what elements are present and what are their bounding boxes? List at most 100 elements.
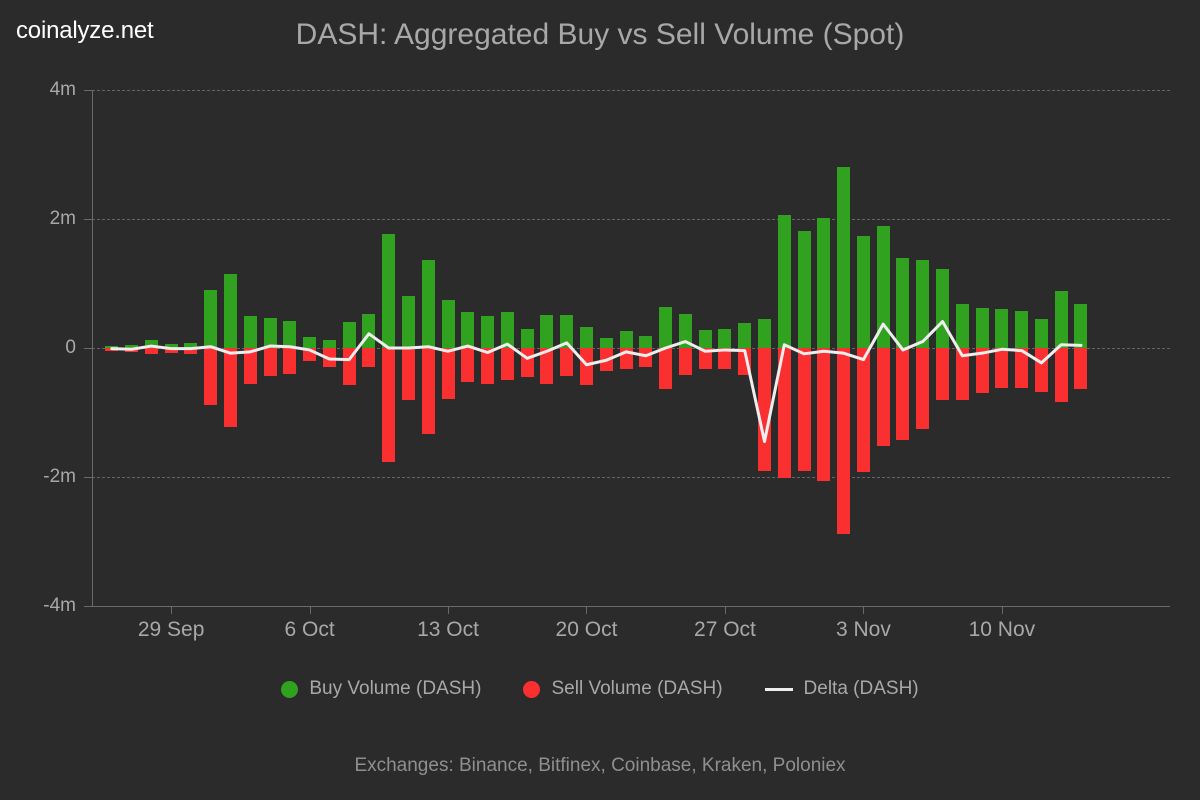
buy-volume-bar[interactable]	[1034, 318, 1048, 348]
buy-volume-bar[interactable]	[1074, 304, 1088, 348]
sell-volume-bar[interactable]	[659, 348, 673, 390]
plot-area[interactable]	[92, 90, 1170, 607]
sell-volume-bar[interactable]	[540, 348, 554, 385]
buy-volume-bar[interactable]	[362, 314, 376, 348]
buy-volume-bar[interactable]	[382, 234, 396, 348]
buy-volume-bar[interactable]	[955, 304, 969, 348]
buy-volume-bar[interactable]	[1015, 310, 1029, 348]
buy-volume-bar[interactable]	[520, 329, 534, 348]
buy-volume-bar[interactable]	[144, 340, 158, 348]
buy-volume-bar[interactable]	[817, 218, 831, 348]
sell-volume-bar[interactable]	[283, 348, 297, 374]
sell-volume-bar[interactable]	[738, 348, 752, 376]
sell-volume-bar[interactable]	[837, 348, 851, 534]
buy-volume-bar[interactable]	[896, 257, 910, 348]
legend-item[interactable]: Delta (DASH)	[764, 678, 919, 700]
sell-volume-bar[interactable]	[184, 348, 198, 354]
sell-volume-bar[interactable]	[263, 348, 277, 376]
buy-volume-bar[interactable]	[579, 327, 593, 348]
sell-volume-bar[interactable]	[421, 348, 435, 435]
sell-volume-bar[interactable]	[342, 348, 356, 386]
sell-volume-bar[interactable]	[975, 348, 989, 394]
sell-volume-bar[interactable]	[322, 348, 336, 368]
sell-volume-bar[interactable]	[797, 348, 811, 471]
buy-volume-bar[interactable]	[837, 167, 851, 348]
buy-volume-bar[interactable]	[441, 300, 455, 348]
buy-volume-bar[interactable]	[876, 226, 890, 348]
sell-volume-bar[interactable]	[461, 348, 475, 383]
sell-volume-bar[interactable]	[560, 348, 574, 376]
buy-volume-bar[interactable]	[204, 289, 218, 348]
buy-volume-bar[interactable]	[500, 311, 514, 348]
sell-volume-bar[interactable]	[718, 348, 732, 370]
buy-volume-bar[interactable]	[659, 306, 673, 348]
sell-volume-bar[interactable]	[599, 348, 613, 371]
sell-volume-bar[interactable]	[619, 348, 633, 370]
buy-volume-bar[interactable]	[856, 235, 870, 348]
sell-volume-bar[interactable]	[125, 348, 139, 352]
sell-volume-bar[interactable]	[382, 348, 396, 462]
buy-volume-bar[interactable]	[560, 315, 574, 348]
buy-volume-bar[interactable]	[738, 323, 752, 348]
buy-volume-bar[interactable]	[283, 320, 297, 348]
sell-volume-bar[interactable]	[1074, 348, 1088, 390]
sell-volume-bar[interactable]	[500, 348, 514, 381]
sell-volume-bar[interactable]	[817, 348, 831, 481]
buy-volume-bar[interactable]	[1054, 291, 1068, 348]
sell-volume-bar[interactable]	[243, 348, 257, 385]
sell-volume-bar[interactable]	[876, 348, 890, 447]
sell-volume-bar[interactable]	[995, 348, 1009, 388]
sell-volume-bar[interactable]	[1015, 348, 1029, 388]
buy-volume-bar[interactable]	[540, 315, 554, 348]
buy-volume-bar[interactable]	[421, 260, 435, 348]
sell-volume-bar[interactable]	[896, 348, 910, 441]
buy-volume-bar[interactable]	[916, 260, 930, 348]
sell-volume-bar[interactable]	[441, 348, 455, 399]
buy-volume-bar[interactable]	[936, 269, 950, 348]
buy-volume-bar[interactable]	[718, 328, 732, 348]
buy-volume-bar[interactable]	[461, 311, 475, 348]
sell-volume-bar[interactable]	[144, 348, 158, 354]
sell-volume-bar[interactable]	[223, 348, 237, 428]
buy-volume-bar[interactable]	[322, 339, 336, 348]
sell-volume-bar[interactable]	[579, 348, 593, 386]
buy-volume-bar[interactable]	[401, 295, 415, 348]
sell-volume-bar[interactable]	[164, 348, 178, 353]
sell-volume-bar[interactable]	[916, 348, 930, 430]
buy-volume-bar[interactable]	[223, 273, 237, 348]
sell-volume-bar[interactable]	[362, 348, 376, 368]
buy-volume-bar[interactable]	[599, 337, 613, 348]
buy-volume-bar[interactable]	[995, 309, 1009, 348]
legend-item[interactable]: Sell Volume (DASH)	[523, 678, 723, 700]
legend-item[interactable]: Buy Volume (DASH)	[281, 678, 481, 700]
buy-volume-bar[interactable]	[303, 337, 317, 348]
sell-volume-bar[interactable]	[401, 348, 415, 401]
sell-volume-bar[interactable]	[105, 348, 119, 351]
sell-volume-bar[interactable]	[303, 348, 317, 361]
sell-volume-bar[interactable]	[955, 348, 969, 400]
buy-volume-bar[interactable]	[639, 336, 653, 348]
sell-volume-bar[interactable]	[520, 348, 534, 378]
sell-volume-bar[interactable]	[678, 348, 692, 376]
sell-volume-bar[interactable]	[758, 348, 771, 471]
sell-volume-bar[interactable]	[777, 348, 791, 478]
buy-volume-bar[interactable]	[975, 308, 989, 348]
buy-volume-bar[interactable]	[758, 318, 771, 348]
buy-volume-bar[interactable]	[481, 316, 495, 348]
sell-volume-bar[interactable]	[481, 348, 495, 385]
sell-volume-bar[interactable]	[1034, 348, 1048, 392]
sell-volume-bar[interactable]	[1054, 348, 1068, 402]
sell-volume-bar[interactable]	[856, 348, 870, 472]
sell-volume-bar[interactable]	[204, 348, 218, 405]
buy-volume-bar[interactable]	[243, 315, 257, 348]
buy-volume-bar[interactable]	[678, 314, 692, 348]
buy-volume-bar[interactable]	[698, 329, 712, 348]
sell-volume-bar[interactable]	[639, 348, 653, 368]
buy-volume-bar[interactable]	[342, 322, 356, 348]
sell-volume-bar[interactable]	[936, 348, 950, 401]
buy-volume-bar[interactable]	[619, 330, 633, 348]
buy-volume-bar[interactable]	[263, 318, 277, 348]
sell-volume-bar[interactable]	[698, 348, 712, 370]
buy-volume-bar[interactable]	[777, 215, 791, 348]
buy-volume-bar[interactable]	[797, 231, 811, 348]
